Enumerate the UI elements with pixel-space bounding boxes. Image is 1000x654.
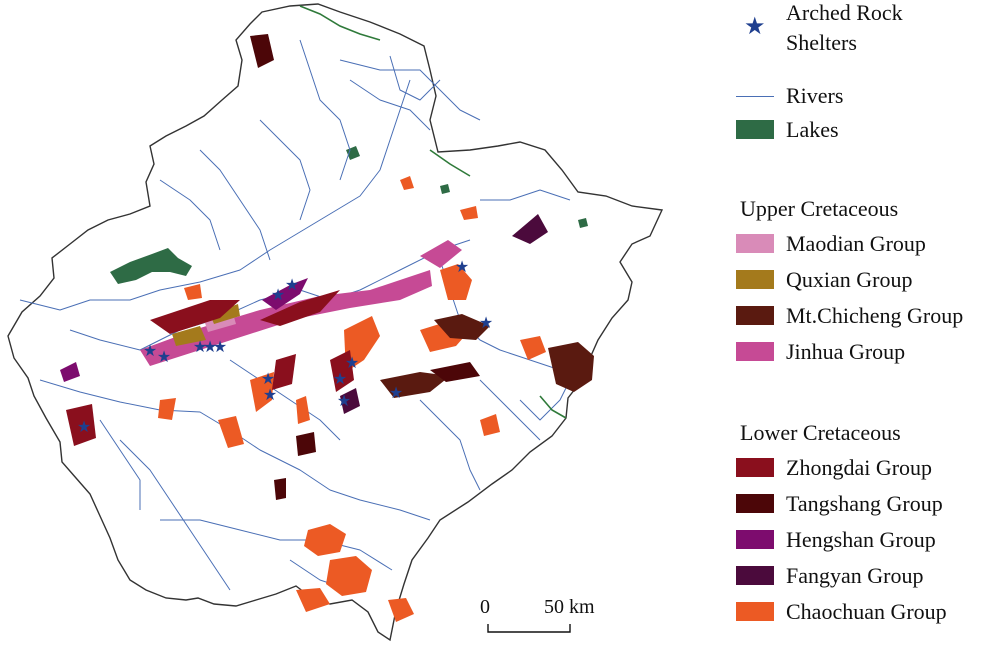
lower-label: Fangyan Group [786,563,924,588]
color-swatch [736,234,774,254]
star-icon: ★ [744,14,766,40]
province-boundary [7,3,664,642]
color-swatch [736,458,774,478]
upper-item: Maodian Group [736,228,926,260]
scale-start-label: 0 [480,596,490,618]
shelter-star-icon: ★ [203,339,217,356]
shelter-star-icon: ★ [345,355,359,372]
shelter-star-icon: ★ [271,287,285,304]
lake-swatch [736,120,774,140]
shelter-star-icon: ★ [455,259,469,276]
scale-bar [487,624,571,633]
shelter-star-icon: ★ [333,371,347,388]
lower-label: Tangshang Group [786,491,943,516]
coastline-accent [299,5,567,419]
shelter-star-icon: ★ [193,339,207,356]
legend-label-rivers: Rivers [786,83,844,108]
legend-item-rivers: Rivers [736,80,843,112]
upper-label: Quxian Group [786,267,913,292]
legend-label-lakes: Lakes [786,117,839,142]
scale-end-label: 50 km [544,596,595,618]
shelter-star-icon: ★ [213,339,227,356]
fangyan-group-units [340,214,548,414]
color-swatch [736,342,774,362]
upper-label: Jinhua Group [786,339,906,364]
river-line-icon [736,86,774,106]
color-swatch [736,306,774,326]
legend-item-arched-rock-shelters: ★ Arched Rock Shelters [736,0,903,55]
upper-item: Quxian Group [736,264,912,296]
hengshan-group-units [60,278,308,382]
legend: ★ Arched Rock Shelters Rivers Lakes Uppe… [736,0,1000,654]
lower-item: Fangyan Group [736,560,923,592]
shelter-star-icon: ★ [261,371,275,388]
lower-label: Chaochuan Group [786,599,947,624]
legend-heading-lower-cretaceous: Lower Cretaceous [740,420,901,445]
shelter-star-icon: ★ [389,385,403,402]
geologic-units-layer [60,34,594,622]
shelter-star-icon: ★ [479,315,493,332]
shelter-star-icon: ★ [263,387,277,404]
mt-chicheng-group-units [380,314,594,398]
lower-item: Chaochuan Group [736,596,947,628]
upper-item: Jinhua Group [736,336,905,368]
shelter-star-icon: ★ [143,343,157,360]
legend-item-lakes: Lakes [736,114,839,146]
lower-item: Tangshang Group [736,488,943,520]
shelter-star-icon: ★ [157,349,171,366]
color-swatch [736,270,774,290]
legend-heading-upper-cretaceous: Upper Cretaceous [740,196,899,221]
lower-label: Hengshan Group [786,527,936,552]
legend-label-shelters-line2: Shelters [786,30,857,55]
lower-item: Hengshan Group [736,524,936,556]
quxian-group-units [172,304,240,346]
shelter-star-icon: ★ [337,393,351,410]
color-swatch [736,566,774,586]
upper-item: Mt.Chicheng Group [736,300,963,332]
shelter-star-icon: ★ [285,277,299,294]
upper-label: Mt.Chicheng Group [786,303,964,328]
color-swatch [736,530,774,550]
color-swatch [736,494,774,514]
chaochuan-group-units [158,176,546,622]
legend-label-shelters-line1: Arched Rock [786,0,903,25]
arched-rock-shelters-layer: ★★★★★★★ ★★★★★★★★★ [77,259,493,436]
shelter-star-icon: ★ [77,419,91,436]
color-swatch [736,602,774,622]
upper-label: Maodian Group [786,231,926,256]
lower-item: Zhongdai Group [736,452,932,484]
tangshang-group-units [250,34,480,500]
zhongdai-group-units [66,290,354,446]
lower-label: Zhongdai Group [786,455,933,480]
